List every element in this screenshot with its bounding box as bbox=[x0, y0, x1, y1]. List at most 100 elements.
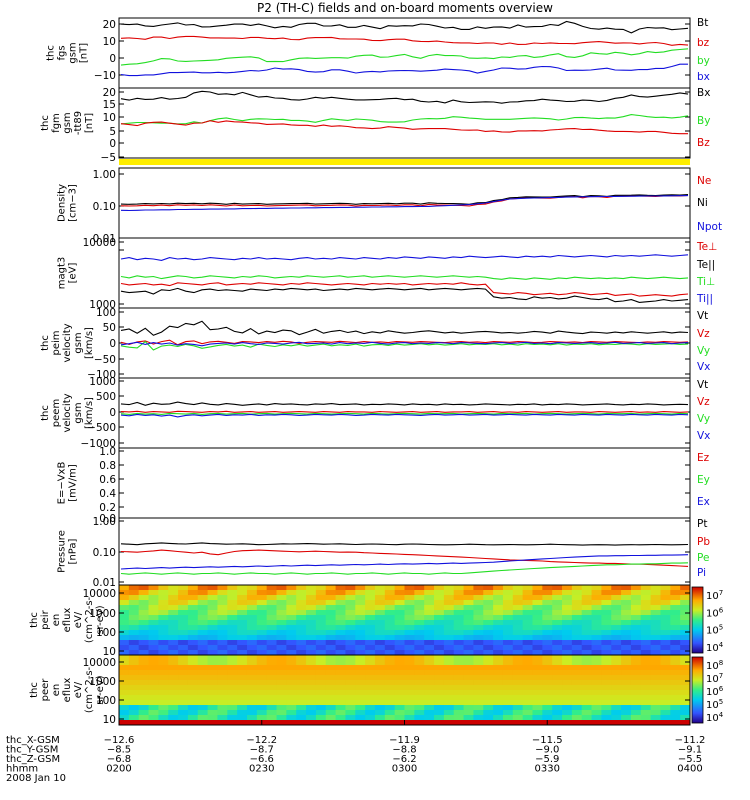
spectrogram-cell bbox=[197, 700, 209, 706]
spectrogram-cell bbox=[601, 695, 612, 701]
spectrogram-cell bbox=[148, 715, 159, 721]
spectrogram-cell bbox=[119, 665, 130, 671]
yellow-band bbox=[119, 159, 690, 165]
spectrogram-cell bbox=[296, 675, 307, 681]
spectrogram-cell bbox=[355, 690, 366, 696]
y-tick-label: −100 bbox=[87, 369, 116, 381]
spectrogram-cell bbox=[542, 695, 553, 701]
spectrogram-cell bbox=[621, 695, 632, 701]
legend-label: Vy bbox=[697, 345, 710, 357]
spectrogram-cell bbox=[581, 595, 593, 601]
spectrogram-cell bbox=[562, 655, 573, 661]
spectrogram-cell bbox=[404, 685, 415, 691]
spectrogram-cell bbox=[493, 610, 504, 616]
colorbar-tick-label: 108 bbox=[706, 659, 723, 672]
spectrogram-cell bbox=[325, 650, 337, 656]
spectrogram-cell bbox=[374, 640, 386, 646]
spectrogram-cell bbox=[256, 695, 268, 701]
spectrogram-cell bbox=[246, 715, 258, 721]
spectrogram-cell bbox=[394, 615, 405, 621]
spectrogram-cell bbox=[522, 610, 533, 616]
spectrogram-cell bbox=[552, 710, 563, 716]
spectrogram-cell bbox=[562, 650, 573, 656]
spectrogram-cell bbox=[680, 605, 691, 611]
spectrogram-cell bbox=[365, 620, 376, 626]
spectrogram-cell bbox=[345, 695, 356, 701]
spectrogram-cell bbox=[355, 670, 366, 676]
spectrogram-cell bbox=[434, 665, 445, 671]
spectrogram-cell bbox=[640, 590, 652, 596]
spectrogram-cell bbox=[315, 600, 327, 606]
spectrogram-cell bbox=[542, 670, 553, 676]
spectrogram-cell bbox=[355, 695, 366, 701]
spectrogram-cell bbox=[207, 595, 218, 601]
spectrogram-cell bbox=[611, 720, 622, 726]
spectrogram-cell bbox=[630, 635, 642, 641]
spectrogram-cell bbox=[443, 710, 455, 716]
y-tick-label: −500 bbox=[87, 422, 116, 434]
spectrogram-cell bbox=[630, 590, 642, 596]
spectrogram-cell bbox=[237, 685, 248, 691]
spectrogram-cell bbox=[621, 675, 632, 681]
spectrogram-cell bbox=[473, 665, 484, 671]
spectrogram-cell bbox=[542, 690, 553, 696]
spectrogram-cell bbox=[355, 660, 366, 666]
spectrogram-cell bbox=[443, 635, 455, 641]
spectrogram-cell bbox=[414, 600, 425, 606]
spectrogram-cell bbox=[404, 675, 415, 681]
spectrogram-cell bbox=[621, 640, 632, 646]
spectrogram-cell bbox=[453, 695, 465, 701]
spectrogram-cell bbox=[571, 715, 583, 721]
spectrogram-cell bbox=[424, 660, 435, 666]
spectrogram-cell bbox=[562, 710, 573, 716]
spectrogram-cell bbox=[374, 605, 386, 611]
spectrogram-cell bbox=[552, 680, 563, 686]
spectrogram-cell bbox=[443, 600, 455, 606]
spectrogram-cell bbox=[384, 645, 396, 651]
spectrogram-cell bbox=[325, 655, 337, 661]
spectrogram-cell bbox=[374, 635, 386, 641]
spectrogram-cell bbox=[621, 625, 632, 631]
spectrogram-cell bbox=[394, 650, 405, 656]
spectrogram-cell bbox=[276, 635, 287, 641]
spectrogram-cell bbox=[581, 665, 593, 671]
spectrogram-cell bbox=[276, 640, 287, 646]
spectrogram-cell bbox=[621, 590, 632, 596]
spectrogram-cell bbox=[187, 695, 199, 701]
spectrogram-cell bbox=[276, 615, 287, 621]
spectrogram-cell bbox=[207, 705, 218, 711]
spectrogram-cell bbox=[630, 645, 642, 651]
spectrogram-cell bbox=[335, 645, 346, 651]
spectrogram-cell bbox=[621, 685, 632, 691]
spectrogram-cell bbox=[473, 645, 484, 651]
spectrogram-cell bbox=[237, 655, 248, 661]
spectrogram-cell bbox=[158, 705, 169, 711]
spectrogram-cell bbox=[581, 690, 593, 696]
spectrogram-cell bbox=[148, 700, 159, 706]
spectrogram-cell bbox=[178, 695, 189, 701]
spectrogram-cell bbox=[365, 685, 376, 691]
spectrogram-cell bbox=[443, 715, 455, 721]
spectrogram-cell bbox=[463, 660, 474, 666]
spectrogram-cell bbox=[670, 705, 681, 711]
legend-label: Pi bbox=[697, 567, 706, 579]
spectrogram-cell bbox=[414, 610, 425, 616]
spectrogram-cell bbox=[443, 610, 455, 616]
x-axis-value: −6.2 bbox=[392, 754, 416, 765]
spectrogram-cell bbox=[414, 675, 425, 681]
spectrogram-cell bbox=[138, 630, 150, 636]
spectrogram-cell bbox=[453, 585, 465, 591]
spectrogram-cell bbox=[443, 660, 455, 666]
spectrogram-cell bbox=[532, 660, 543, 666]
spectrogram-cell bbox=[207, 625, 218, 631]
colorbar-tick-label: 106 bbox=[706, 606, 724, 619]
spectrogram-cell bbox=[227, 675, 238, 681]
spectrogram-cell bbox=[640, 675, 652, 681]
spectrogram-cell bbox=[670, 665, 681, 671]
spectrogram-cell bbox=[650, 645, 661, 651]
spectrogram-cell bbox=[493, 645, 504, 651]
spectrogram-cell bbox=[424, 710, 435, 716]
x-axis-value: −6.6 bbox=[250, 754, 274, 765]
